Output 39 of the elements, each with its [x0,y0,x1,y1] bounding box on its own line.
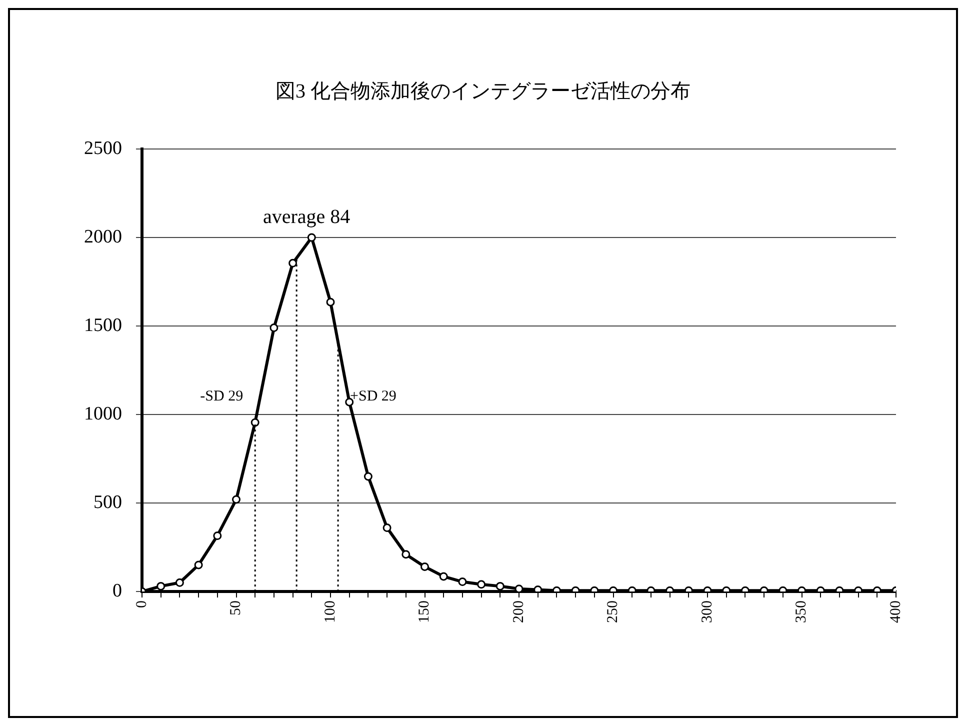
point [439,572,448,581]
x-tick-label: 300 [699,600,716,623]
point [213,531,222,540]
y-tick-label: 500 [94,492,122,513]
point [382,524,392,532]
x-tick-label: 200 [510,600,527,623]
ref-line-label: -SD 29 [200,388,244,405]
y-tick-label: 2000 [84,226,122,248]
x-tick-label: 150 [416,600,433,623]
x-tick-label: 350 [794,600,810,623]
y-tick-label: 1000 [84,403,122,424]
x-tick-label: 400 [888,600,904,623]
point [326,298,335,306]
point [288,258,298,268]
point [156,582,166,590]
y-tick-label: 0 [112,580,122,602]
point [307,233,316,242]
x-tick-label: 100 [322,600,338,623]
point [270,324,278,332]
ref-line-label: average 84 [262,206,350,228]
x-tick-label: 250 [605,600,622,623]
point [250,418,260,427]
point [534,585,542,592]
point [496,582,504,590]
y-tick-label: 2500 [84,138,122,159]
point [477,580,486,589]
y-tick-label: 1500 [84,314,122,336]
x-tick-label: 50 [228,600,244,616]
point [458,578,467,586]
point [420,562,429,571]
point [175,578,184,587]
point [402,550,410,559]
x-tick-label: 0 [134,600,150,608]
chart-title: 図3 化合物添加後のインテグラーゼ活性の分布 [276,80,690,102]
point [194,560,203,570]
point [514,584,524,592]
point [232,495,240,504]
point [364,472,372,481]
ref-line-label: +SD 29 [350,388,396,405]
